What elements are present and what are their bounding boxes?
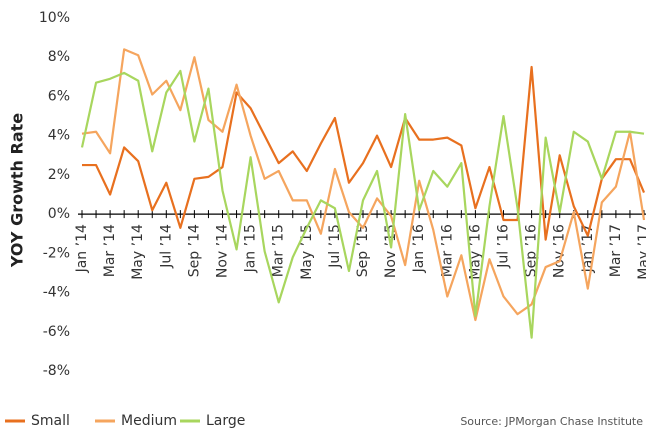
x-tick-label: Mar ’16 xyxy=(439,224,455,277)
y-tick-label: -2% xyxy=(43,245,70,261)
legend-label: Large xyxy=(206,413,245,429)
x-tick-label: Nov ’14 xyxy=(215,224,231,278)
x-tick-label: Sep ’16 xyxy=(524,224,540,277)
x-tick-label: Jan ’14 xyxy=(74,224,90,273)
x-tick-label: Sep ’15 xyxy=(355,224,371,277)
y-tick-label: -4% xyxy=(43,285,70,301)
y-tick-label: 2% xyxy=(48,167,70,183)
x-tick-label: May ’15 xyxy=(299,224,315,280)
x-tick-label: May ’17 xyxy=(636,224,646,280)
y-axis-title: YOY Growth Rate xyxy=(8,113,27,268)
y-tick-label: 10% xyxy=(39,10,70,26)
y-tick-label: 4% xyxy=(48,128,70,144)
legend-label: Medium xyxy=(121,413,177,429)
x-tick-label: Nov ’15 xyxy=(383,224,399,278)
source: Source: JPMorgan Chase Institute xyxy=(460,415,643,428)
y-tick-label: 0% xyxy=(48,206,70,222)
x-tick-label: Mar ’14 xyxy=(102,224,118,277)
y-tick-label: -8% xyxy=(43,363,70,379)
x-tick-label: Jul ’15 xyxy=(327,224,343,269)
x-tick-label: Jul ’16 xyxy=(496,224,512,269)
series-line xyxy=(80,69,645,339)
x-tick-label: Jan ’15 xyxy=(243,224,259,273)
series-line xyxy=(81,48,646,322)
x-tick-label: Sep ’14 xyxy=(186,224,202,277)
y-tick-label: 6% xyxy=(48,88,70,104)
x-tick-label: Jul ’14 xyxy=(158,224,174,269)
legend-label: Small xyxy=(31,413,70,429)
x-tick-label: Nov ’16 xyxy=(552,224,568,278)
series-line xyxy=(82,65,646,241)
x-tick-label: Mar ’15 xyxy=(271,224,287,277)
x-tick-label: Mar ’17 xyxy=(608,224,624,277)
y-tick-label: 8% xyxy=(48,49,70,65)
y-tick-label: -6% xyxy=(43,324,70,340)
x-tick-label: May ’14 xyxy=(130,224,146,280)
x-tick-label: Jan ’16 xyxy=(411,224,427,273)
